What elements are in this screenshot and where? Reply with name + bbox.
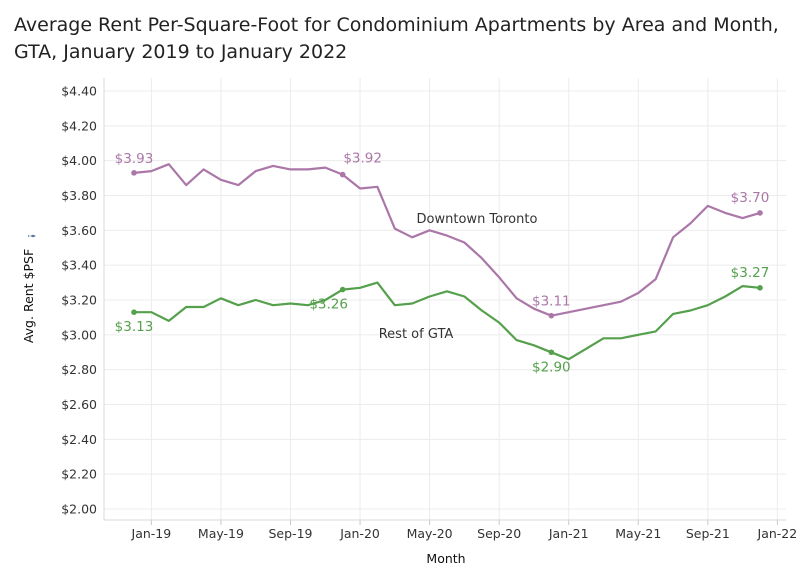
y-tick-label: $4.00: [61, 153, 97, 168]
y-tick-label: $2.60: [61, 397, 97, 412]
series-label: Downtown Toronto: [417, 212, 538, 227]
data-label: $3.13: [115, 319, 154, 335]
x-tick-label: Jan-19: [131, 526, 172, 541]
data-label: $3.92: [343, 151, 382, 167]
data-label: $3.93: [115, 151, 154, 167]
y-tick-label: $3.80: [61, 188, 97, 203]
y-tick-label: $3.40: [61, 258, 97, 273]
y-axis-title: Avg. Rent $PSF: [21, 249, 36, 343]
x-tick-label: May-19: [198, 526, 244, 541]
chart-title: Average Rent Per-Square-Foot for Condomi…: [14, 12, 789, 66]
data-point-marker: [548, 312, 555, 319]
data-label: $3.26: [309, 297, 348, 313]
y-tick-label: $4.40: [61, 84, 97, 99]
data-point-marker: [131, 170, 137, 176]
data-point-marker: [757, 285, 763, 291]
y-axis-ticks: $2.00 $2.20 $2.40 $2.60 $2.80 $3.00 $3.20 $3.40…: [61, 84, 97, 517]
gridlines: [103, 78, 786, 525]
data-point-marker: [757, 210, 763, 216]
data-point-marker: [548, 349, 555, 356]
y-tick-label: $2.00: [61, 502, 97, 517]
sort-icon[interactable]: [28, 234, 36, 238]
data-label: $3.27: [731, 265, 770, 281]
y-tick-label: $2.80: [61, 362, 97, 377]
y-tick-label: $4.20: [61, 118, 97, 133]
data-label: $2.90: [532, 359, 571, 375]
x-axis-title: Month: [426, 551, 465, 566]
y-tick-label: $3.00: [61, 327, 97, 342]
series-label: Rest of GTA: [379, 327, 454, 342]
data-point-marker: [131, 309, 137, 315]
data-labels: $3.93 $3.92 $3.11 $3.70 $3.13 $3.26 $2.90 $3.27…: [115, 151, 770, 376]
y-tick-label: $3.60: [61, 223, 97, 238]
y-tick-label: $3.20: [61, 293, 97, 308]
data-label: $3.70: [731, 190, 770, 206]
x-tick-label: Jan-21: [548, 526, 589, 541]
x-tick-label: Sep-19: [269, 526, 313, 541]
x-tick-label: Jan-20: [339, 526, 380, 541]
x-tick-label: Sep-20: [477, 526, 521, 541]
y-tick-label: $2.20: [61, 467, 97, 482]
series-line-rest-of-gta: [134, 281, 761, 361]
data-point-marker: [339, 171, 346, 178]
series-line-downtown-toronto: [133, 163, 761, 317]
series-lines: [133, 163, 761, 361]
x-axis-ticks: Jan-19 May-19 Sep-19 Jan-20 May-20 Sep-20 Jan-…: [131, 526, 798, 541]
x-tick-label: May-20: [407, 526, 453, 541]
chart-title-line-2: GTA, January 2019 to January 2022: [14, 41, 348, 63]
data-point-marker: [339, 286, 346, 293]
data-label: $3.11: [532, 294, 571, 310]
x-tick-label: Sep-21: [686, 526, 730, 541]
x-tick-label: Jan-22: [757, 526, 798, 541]
y-tick-label: $2.40: [61, 432, 97, 447]
chart-title-line-1: Average Rent Per-Square-Foot for Condomi…: [14, 14, 779, 36]
x-tick-label: May-21: [615, 526, 661, 541]
